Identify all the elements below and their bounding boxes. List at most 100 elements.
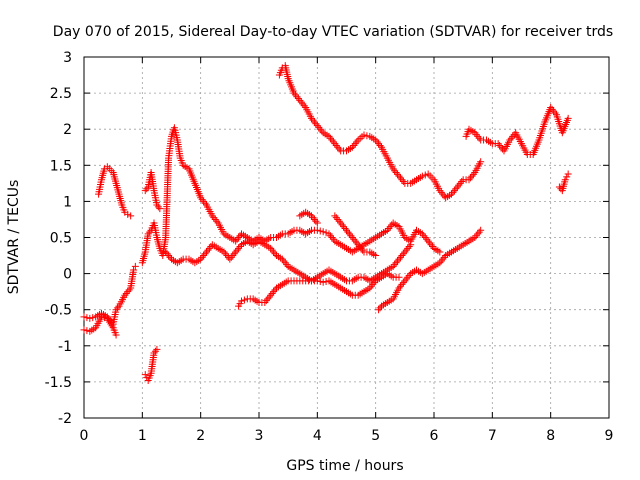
data-point (395, 255, 403, 263)
x-tick-label: 7 (488, 428, 497, 444)
data-point (230, 250, 238, 258)
data-point (232, 237, 240, 245)
data-point (547, 104, 555, 112)
data-point (475, 134, 483, 142)
data-series (141, 169, 164, 213)
x-tick-label: 2 (196, 428, 205, 444)
data-point (267, 244, 275, 252)
data-point (233, 235, 241, 243)
data-series (296, 208, 321, 227)
data-point (271, 286, 279, 294)
x-axis-label: GPS time / hours (286, 458, 403, 474)
data-point (130, 266, 138, 274)
data-point (293, 93, 301, 101)
data-point (353, 138, 361, 146)
data-point (205, 244, 213, 252)
data-point (420, 232, 428, 240)
data-point (238, 297, 245, 305)
data-point (405, 243, 413, 251)
data-point (315, 123, 323, 131)
data-point (337, 219, 345, 227)
data-point (343, 226, 350, 234)
data-point (322, 229, 330, 237)
data-point (399, 178, 407, 186)
data-point (290, 89, 298, 97)
data-point (310, 215, 318, 223)
x-tick-label: 8 (546, 428, 555, 444)
data-point (423, 235, 431, 243)
data-point (318, 127, 326, 135)
data-point (207, 243, 215, 251)
data-point (300, 102, 308, 110)
data-series (80, 313, 120, 339)
data-point (437, 257, 445, 265)
data-point (268, 289, 276, 297)
data-point (357, 244, 365, 252)
data-point (210, 214, 218, 222)
y-tick-label: 1.5 (50, 158, 72, 174)
data-point (468, 172, 476, 180)
data-point (429, 243, 437, 251)
data-point (472, 232, 480, 240)
data-point (471, 234, 479, 241)
data-point (389, 165, 397, 173)
data-point (399, 250, 407, 258)
data-point (112, 331, 120, 339)
data-point (200, 252, 208, 260)
data-point (326, 232, 334, 240)
data-point (366, 284, 374, 292)
data-point (141, 187, 149, 195)
data-point (201, 250, 209, 258)
x-tick-label: 0 (80, 428, 89, 444)
data-point (350, 235, 358, 243)
data-point (396, 174, 404, 182)
data-point (267, 291, 275, 299)
data-point (439, 255, 447, 263)
data-point (316, 125, 324, 133)
data-point (143, 185, 151, 193)
data-point (153, 201, 161, 209)
data-point (426, 239, 434, 247)
data-point (396, 282, 404, 290)
data-point (474, 132, 482, 140)
data-point (394, 257, 402, 265)
data-point (328, 234, 336, 241)
data-point (328, 136, 336, 144)
data-point (151, 347, 159, 355)
data-series (80, 262, 139, 328)
data-point (356, 243, 364, 251)
data-point (509, 132, 517, 140)
data-point (497, 143, 505, 151)
data-point (375, 306, 383, 314)
data-point (165, 252, 173, 260)
data-point (329, 138, 337, 146)
data-point (124, 210, 132, 218)
data-point (294, 95, 302, 103)
data-point (334, 215, 342, 223)
data-point (265, 293, 273, 301)
data-point (383, 226, 391, 234)
x-tick-label: 5 (371, 428, 380, 444)
data-point (197, 194, 205, 202)
data-point (331, 140, 339, 148)
data-point (235, 234, 243, 241)
data-point (310, 118, 318, 126)
data-point (450, 187, 458, 195)
data-point (551, 109, 559, 117)
data-point (474, 230, 482, 238)
data-point (262, 297, 270, 305)
data-point (455, 181, 463, 189)
data-point (360, 131, 368, 139)
data-point (166, 253, 174, 261)
data-point (200, 197, 208, 205)
data-point (112, 306, 120, 314)
data-series (141, 345, 161, 384)
data-point (359, 246, 367, 254)
x-tick-label: 1 (138, 428, 147, 444)
data-point (211, 215, 219, 223)
data-point (299, 100, 307, 108)
data-point (283, 261, 291, 269)
data-point (372, 252, 380, 260)
y-tick-label: 0.5 (50, 231, 72, 247)
